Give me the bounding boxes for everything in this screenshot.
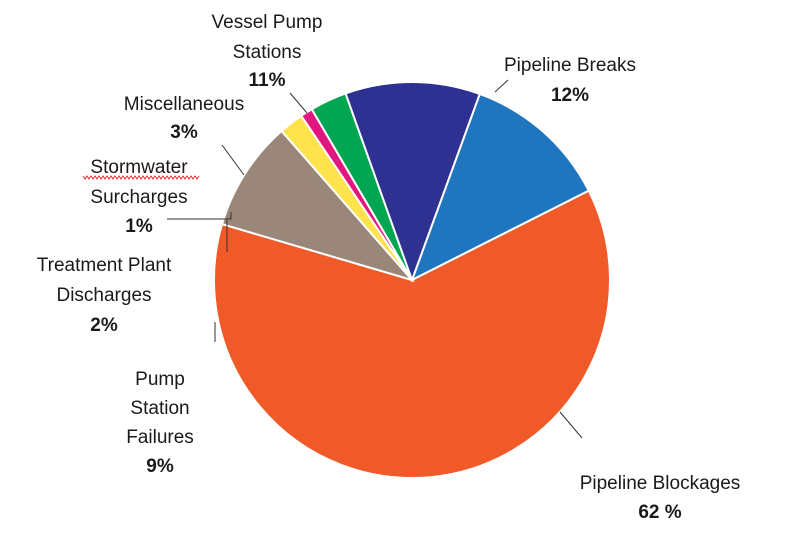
slice-pipeline-blockages [213, 189, 611, 479]
slice-pipeline-breaks [410, 92, 591, 283]
slice-label-treatment-plant-discharges: Treatment Plant [37, 255, 172, 276]
slice-label-pump-station-failures: Pump [135, 369, 185, 390]
slice-label-treatment-plant-discharges: Discharges [56, 285, 151, 306]
slice-value-label-pipeline-blockages: 62 % [638, 502, 681, 523]
spellcheck-underline [82, 175, 200, 180]
slice-label-miscellaneous: Miscellaneous [124, 94, 244, 115]
leader-line-miscellaneous [221, 144, 245, 176]
slice-value-label-stormwater-surcharges: 1% [125, 216, 153, 237]
slice-label-stormwater-surcharges: Surcharges [90, 187, 187, 208]
slice-label-stormwater-surcharges: Stormwater [90, 157, 188, 178]
leader-lines [167, 79, 583, 439]
slice-label-vessel-pump-stations: Stations [233, 42, 302, 63]
slice-value-label-pump-station-failures: 9% [146, 456, 174, 477]
slice-value-label-treatment-plant-discharges: 2% [90, 315, 118, 336]
leader-line-vessel-pump-stations [289, 92, 308, 114]
slice-labels: Pipeline Breaks 12% Pipeline Blockages 62 %… [37, 12, 741, 523]
leader-line-stormwater-surcharges [167, 212, 232, 220]
slice-label-pump-station-failures: Station [130, 398, 189, 419]
slice-label-vessel-pump-stations: Vessel Pump [212, 12, 323, 33]
leader-line-pipeline-breaks [494, 79, 509, 93]
slice-label-pipeline-breaks: Pipeline Breaks [504, 55, 636, 76]
pie-slices [213, 80, 611, 479]
leader-line-pipeline-blockages [559, 411, 583, 439]
slice-label-pump-station-failures: Failures [126, 427, 194, 448]
slice-pump-station-failures [220, 129, 416, 282]
slice-value-label-pipeline-breaks: 12% [551, 85, 589, 106]
slice-vessel-pump-stations [344, 80, 482, 283]
slice-label-pipeline-blockages: Pipeline Blockages [580, 473, 741, 494]
slice-value-label-vessel-pump-stations: 11% [249, 70, 286, 91]
slice-value-label-miscellaneous: 3% [170, 122, 198, 143]
